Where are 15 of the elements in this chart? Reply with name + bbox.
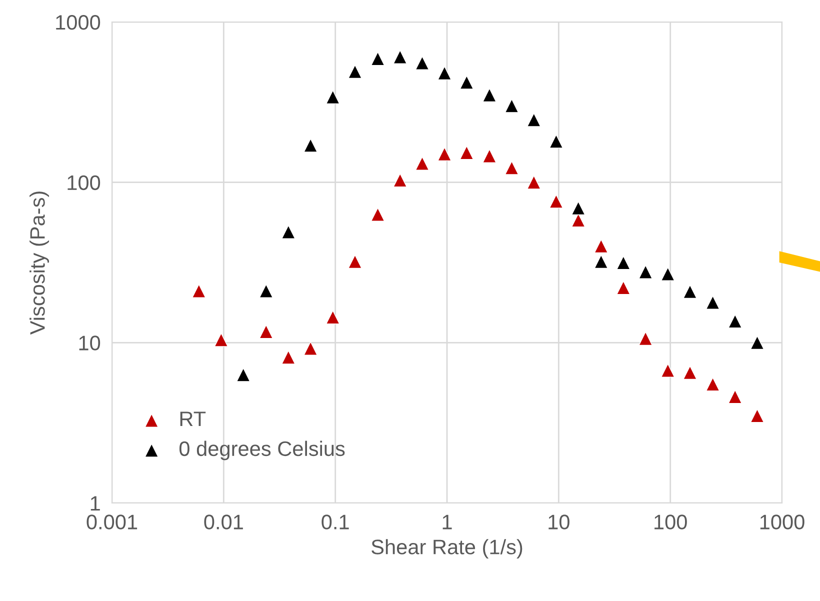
x-tick-label: 0.01	[204, 514, 243, 530]
y-tick-label: 1000	[56, 15, 100, 30]
legend-label: 0 degrees Celsius	[179, 440, 345, 460]
legend-label: RT	[180, 412, 206, 426]
x-tick-label: 0.1	[322, 514, 349, 530]
x-axis-title: Shear Rate (1/s)	[372, 539, 522, 558]
x-tick-label: 1000	[760, 514, 804, 530]
y-tick-label: 1	[90, 496, 100, 511]
x-tick-label: 0.001	[86, 514, 138, 530]
x-tick-label: 100	[654, 514, 687, 530]
x-tick-label: 1	[442, 514, 452, 530]
y-tick-label: 10	[79, 336, 100, 350]
x-tick-label: 10	[548, 514, 570, 530]
y-axis-title: Viscosity (Pa-s)	[30, 192, 49, 335]
y-tick-label: 100	[68, 175, 100, 190]
